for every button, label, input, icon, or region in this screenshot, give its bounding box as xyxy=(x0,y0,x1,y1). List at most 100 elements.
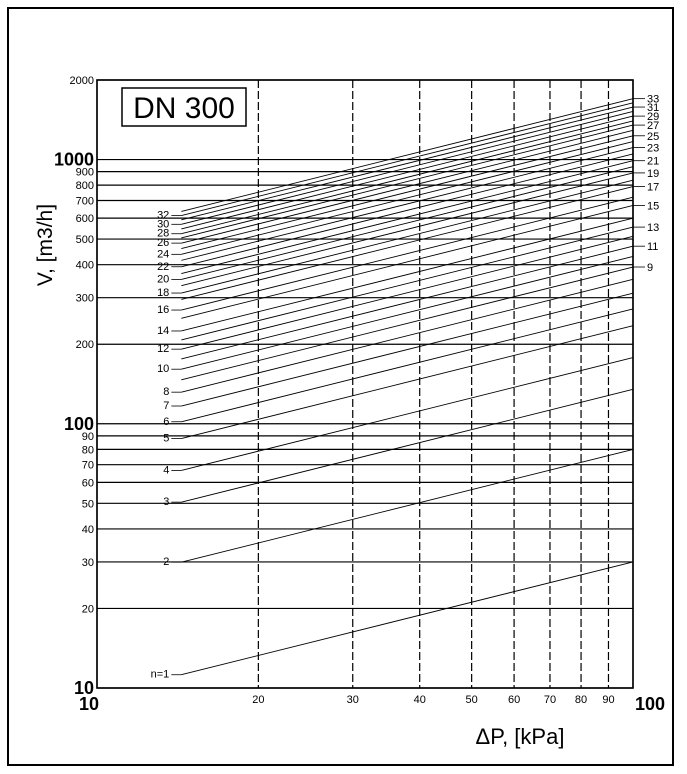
series-line-20 xyxy=(181,166,634,280)
chart-title: DN 300 xyxy=(133,92,235,125)
series-line-30 xyxy=(181,111,634,225)
series-label-n=1: n=1 xyxy=(151,669,170,681)
series-label-30: 30 xyxy=(157,218,169,230)
series-label-4: 4 xyxy=(163,464,169,476)
series-label-2: 2 xyxy=(163,556,169,568)
series-label-31: 31 xyxy=(647,102,659,114)
series-line-29 xyxy=(181,115,634,230)
series-label-5: 5 xyxy=(163,433,169,445)
y-tick-label-70: 70 xyxy=(82,460,94,472)
x-tick-label-40: 40 xyxy=(414,694,426,706)
y-tick-label-40: 40 xyxy=(82,524,94,536)
series-label-12: 12 xyxy=(157,343,169,355)
series-label-33: 33 xyxy=(647,94,659,106)
series-label-19: 19 xyxy=(647,168,659,180)
series-line-33 xyxy=(181,98,634,212)
y-tick-label-80: 80 xyxy=(82,444,94,456)
series-label-14: 14 xyxy=(157,325,169,337)
x-tick-label-70: 70 xyxy=(544,694,556,706)
series-line-4 xyxy=(181,357,634,471)
series-line-24 xyxy=(181,141,634,255)
series-label-6: 6 xyxy=(163,416,169,428)
series-line-5 xyxy=(181,325,634,439)
series-label-21: 21 xyxy=(647,156,659,168)
series-line-n=1 xyxy=(181,561,634,676)
series-label-7: 7 xyxy=(163,400,169,412)
series-label-9: 9 xyxy=(647,262,653,274)
y-axis-title: V, [m3/h] xyxy=(34,204,57,286)
series-line-9 xyxy=(181,266,634,381)
series-label-29: 29 xyxy=(647,111,659,123)
series-label-32: 32 xyxy=(157,210,169,222)
y-tick-label-600: 600 xyxy=(76,213,94,225)
x-tick-label-50: 50 xyxy=(466,694,478,706)
series-line-8 xyxy=(181,278,634,393)
y-tick-label-2000: 2000 xyxy=(70,75,94,87)
y-tick-label-500: 500 xyxy=(76,234,94,246)
series-line-26 xyxy=(181,129,634,244)
series-label-20: 20 xyxy=(157,273,169,285)
series-line-10 xyxy=(181,255,634,370)
series-line-31 xyxy=(181,106,634,221)
series-line-28 xyxy=(181,120,634,235)
series-label-15: 15 xyxy=(647,200,659,212)
series-line-12 xyxy=(181,235,634,350)
y-tick-label-20: 20 xyxy=(82,603,94,615)
x-tick-label-10: 10 xyxy=(79,694,99,714)
series-line-17 xyxy=(181,186,634,300)
series-line-14 xyxy=(181,217,634,332)
x-tick-label-60: 60 xyxy=(508,694,520,706)
series-line-11 xyxy=(181,245,634,360)
plot-area-frame xyxy=(96,79,634,689)
series-label-27: 27 xyxy=(647,120,659,132)
series-line-13 xyxy=(181,226,634,341)
y-tick-label-900: 900 xyxy=(76,167,94,179)
x-tick-label-30: 30 xyxy=(347,694,359,706)
series-line-7 xyxy=(181,292,634,407)
series-line-15 xyxy=(181,205,634,319)
y-tick-label-800: 800 xyxy=(76,180,94,192)
series-line-2 xyxy=(181,448,634,563)
series-label-11: 11 xyxy=(647,241,658,253)
y-tick-label-10: 10 xyxy=(74,678,94,698)
series-label-26: 26 xyxy=(157,237,169,249)
series-label-25: 25 xyxy=(647,131,659,143)
series-label-18: 18 xyxy=(157,287,169,299)
series-label-22: 22 xyxy=(157,261,169,273)
series-label-16: 16 xyxy=(157,304,169,316)
series-line-22 xyxy=(181,153,634,268)
series-line-27 xyxy=(181,124,634,239)
series-line-16 xyxy=(181,196,634,311)
series-line-6 xyxy=(181,308,634,423)
series-label-8: 8 xyxy=(163,386,169,398)
y-tick-label-300: 300 xyxy=(76,293,94,305)
series-line-23 xyxy=(181,147,634,261)
series-label-17: 17 xyxy=(647,182,659,194)
series-line-25 xyxy=(181,135,634,250)
series-line-21 xyxy=(181,160,634,274)
series-line-19 xyxy=(181,172,634,287)
y-tick-label-400: 400 xyxy=(76,260,94,272)
series-label-28: 28 xyxy=(157,228,169,240)
x-tick-label-90: 90 xyxy=(602,694,614,706)
y-tick-label-90: 90 xyxy=(82,431,94,443)
series-line-18 xyxy=(181,179,634,294)
series-label-13: 13 xyxy=(647,222,659,234)
y-tick-label-60: 60 xyxy=(82,477,94,489)
series-label-3: 3 xyxy=(163,496,169,508)
series-label-10: 10 xyxy=(157,363,169,375)
series-line-3 xyxy=(181,388,634,503)
x-tick-label-20: 20 xyxy=(252,694,264,706)
chart-title-box xyxy=(121,87,247,127)
series-label-23: 23 xyxy=(647,143,659,155)
series-line-32 xyxy=(181,102,634,217)
y-tick-label-1000: 1000 xyxy=(54,150,94,170)
x-tick-label-80: 80 xyxy=(575,694,587,706)
x-axis-title: ΔP, [kPa] xyxy=(476,724,565,749)
y-tick-label-50: 50 xyxy=(82,498,94,510)
series-label-24: 24 xyxy=(157,248,169,260)
y-tick-label-30: 30 xyxy=(82,557,94,569)
y-tick-label-100: 100 xyxy=(64,414,94,434)
y-tick-label-200: 200 xyxy=(76,339,94,351)
